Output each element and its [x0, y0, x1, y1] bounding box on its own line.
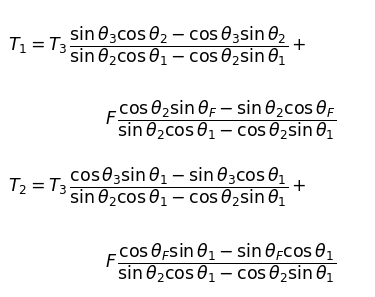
- Text: $T_1 = T_3\,\dfrac{\sin\theta_3\cos\theta_2 - \cos\theta_3\sin\theta_2}{\sin\the: $T_1 = T_3\,\dfrac{\sin\theta_3\cos\thet…: [8, 24, 306, 68]
- Text: $F\,\dfrac{\cos\theta_F\sin\theta_1 - \sin\theta_F\cos\theta_1}{\sin\theta_2\cos: $F\,\dfrac{\cos\theta_F\sin\theta_1 - \s…: [105, 241, 336, 285]
- Text: $F\,\dfrac{\cos\theta_2\sin\theta_F - \sin\theta_2\cos\theta_F}{\sin\theta_2\cos: $F\,\dfrac{\cos\theta_2\sin\theta_F - \s…: [105, 99, 336, 142]
- Text: $T_2 = T_3\,\dfrac{\cos\theta_3\sin\theta_1 - \sin\theta_3\cos\theta_1}{\sin\the: $T_2 = T_3\,\dfrac{\cos\theta_3\sin\thet…: [8, 165, 306, 209]
